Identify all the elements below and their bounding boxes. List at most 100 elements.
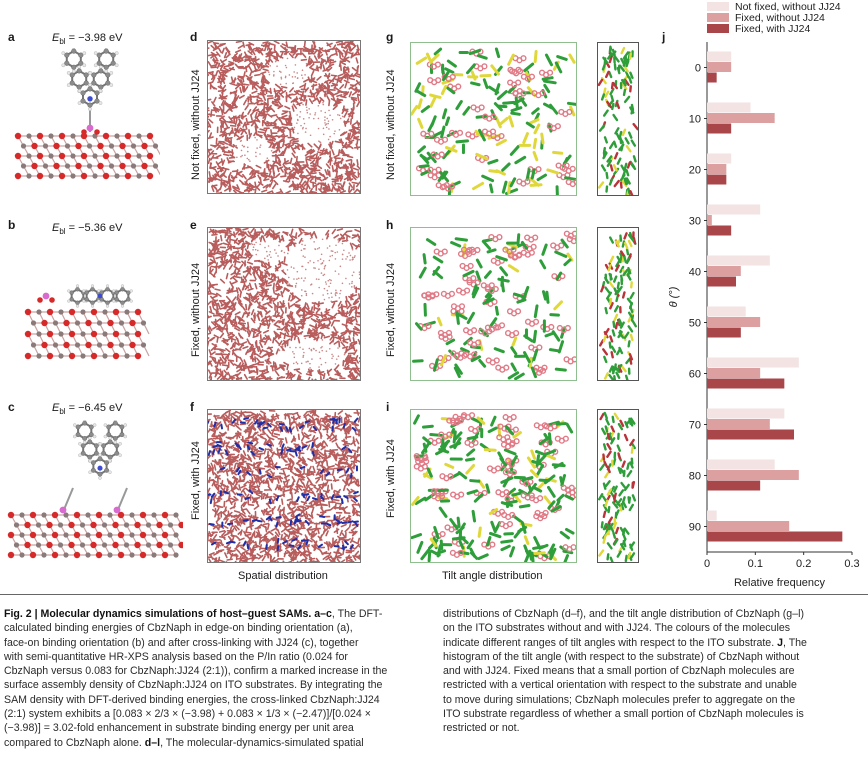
panel-label-f: f	[190, 400, 194, 414]
tilted-molecules	[411, 47, 576, 195]
legend-swatch	[707, 2, 729, 11]
histogram-bar	[707, 419, 770, 429]
histogram-bar	[707, 531, 843, 542]
legend-label: Fixed, without JJ24	[735, 12, 825, 24]
panel-label-a: a	[8, 30, 15, 44]
y-tick-label: 40	[689, 267, 701, 279]
legend-label: Fixed, with JJ24	[735, 23, 810, 35]
binding-energy-b: Ebl = −5.36 eV	[52, 222, 123, 237]
y-tick-label: 60	[689, 369, 701, 381]
y-tick-label: 30	[689, 216, 701, 228]
caption-line: (−3.98)] = 3.02-fold enhancement in subs…	[4, 722, 354, 735]
caption-line: on the ITO substrates without and with J…	[443, 622, 791, 635]
histogram-bar	[707, 215, 712, 225]
caption-line: histogram of the tilt angle (with respec…	[443, 650, 800, 663]
panel-label-j: j	[662, 30, 666, 44]
y-axis-label: θ (°)	[668, 286, 680, 307]
tilt-side-view-i	[597, 409, 639, 563]
caption-line: CbzNaph versus 0.083 for CbzNaph:JJ24 (2…	[4, 665, 388, 678]
molecule-cloud	[208, 228, 360, 380]
x-tick-label: 0	[704, 558, 710, 570]
jj24-molecules	[208, 417, 359, 552]
caption-line: with semi-quantitative HR-XPS analysis b…	[4, 650, 348, 663]
panel-label-g: g	[386, 30, 394, 44]
histogram-bar	[707, 521, 790, 531]
y-tick-label: 50	[689, 318, 701, 330]
panel-label-b: b	[8, 218, 16, 232]
y-tick-label: 90	[689, 522, 701, 534]
side-view-molecules	[598, 45, 638, 195]
caption-line: ITO substrate regardless of whether a sm…	[443, 708, 804, 721]
side-view-molecules	[598, 411, 637, 562]
structure-face-on-image	[24, 284, 150, 360]
spatial-distribution-e	[207, 227, 361, 381]
caption-line: restricted or not.	[443, 722, 520, 735]
histogram-bar	[707, 357, 799, 368]
y-tick-label: 80	[689, 471, 701, 483]
panel-f-side-label: Fixed, with JJ24	[190, 441, 202, 520]
tilt-distribution-i	[410, 409, 577, 563]
legend-label: Not fixed, without JJ24	[735, 1, 841, 13]
tilt-angle-title: Tilt angle distribution	[442, 570, 543, 582]
binding-energy-a: Ebl = −3.98 eV	[52, 32, 123, 47]
x-tick-label: 0.3	[844, 558, 859, 570]
histogram-bar	[707, 62, 732, 72]
tilted-molecules	[412, 230, 576, 380]
panel-label-e: e	[190, 218, 197, 232]
histogram-bar	[707, 113, 775, 123]
histogram-bar	[707, 459, 775, 470]
tilt-distribution-h	[410, 227, 577, 381]
histogram-bar	[707, 276, 736, 287]
panel-label-d: d	[190, 30, 198, 44]
histogram-bar	[707, 255, 770, 266]
y-tick-label: 10	[689, 114, 701, 126]
histogram-bar	[707, 123, 732, 134]
histogram-bar	[707, 72, 717, 83]
spatial-distribution-f	[207, 409, 361, 563]
spatial-distribution-d	[207, 40, 361, 194]
caption-line: (2:1) system exhibits a [0.083 × 2/3 × (…	[4, 708, 371, 721]
side-view-molecules	[598, 231, 637, 380]
panel-i-side-label: Fixed, with JJ24	[385, 439, 397, 518]
caption-line: distributions of CbzNaph (d–f), and the …	[443, 608, 804, 620]
histogram-bar	[707, 480, 761, 491]
histogram-bar	[707, 368, 761, 378]
caption-line: surface assembly density of CbzNaph:JJ24…	[4, 679, 383, 692]
spatial-distribution-title: Spatial distribution	[238, 570, 328, 582]
histogram-bar	[707, 225, 732, 236]
caption-line: and with JJ24. Fixed means that a small …	[443, 665, 795, 678]
caption-line: SAM density with DFT-derived binding ene…	[4, 693, 380, 706]
histogram-bar	[707, 164, 727, 174]
histogram-bar	[707, 327, 741, 338]
y-tick-label: 0	[695, 63, 701, 75]
binding-energy-c: Ebl = −6.45 eV	[52, 402, 123, 417]
panel-d-side-label: Not fixed, without JJ24	[190, 69, 202, 180]
caption-rule	[0, 594, 868, 595]
panel-label-i: i	[386, 400, 390, 414]
caption-line: restricted with a vertical orientation w…	[443, 679, 797, 692]
x-tick-label: 0.2	[796, 558, 811, 570]
histogram-bar	[707, 429, 794, 440]
x-axis-label: Relative frequency	[734, 577, 826, 589]
histogram-bar	[707, 51, 732, 62]
structure-crosslinked-image	[7, 420, 183, 559]
panel-label-h: h	[386, 218, 394, 232]
tilt-side-view-h	[597, 227, 639, 381]
histogram-bar	[707, 408, 785, 419]
molecule-cloud	[208, 410, 360, 562]
panel-g-side-label: Not fixed, without JJ24	[385, 69, 397, 180]
caption-line: calculated binding energies of CbzNaph i…	[4, 622, 353, 635]
histogram-bar	[707, 470, 799, 480]
histogram-bar	[707, 102, 751, 113]
molecule-cloud	[208, 41, 360, 193]
caption-line: indicate different ranges of tilt angles…	[443, 636, 807, 649]
histogram-bar	[707, 378, 785, 389]
caption-right-column: distributions of CbzNaph (d–f), and the …	[443, 607, 865, 736]
histogram-bar	[707, 174, 727, 185]
y-tick-label: 20	[689, 165, 701, 177]
x-tick-label: 0.1	[748, 558, 763, 570]
panel-h-side-label: Fixed, without JJ24	[385, 262, 397, 357]
legend-swatch	[707, 24, 729, 33]
histogram-bar	[707, 306, 746, 317]
